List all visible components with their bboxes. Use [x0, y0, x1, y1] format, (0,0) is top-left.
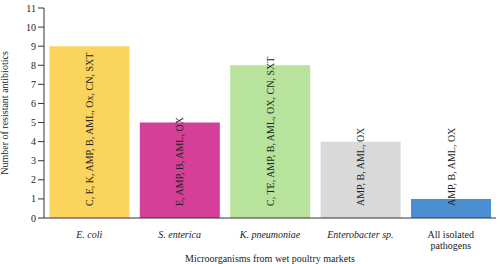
svg-text:6: 6	[31, 98, 36, 109]
svg-text:E, AMP, B, AML, OX: E, AMP, B, AML, OX	[174, 116, 185, 206]
svg-text:C, TE, AMP, B, AML, OX, CN, SX: C, TE, AMP, B, AML, OX, CN, SXT	[265, 57, 276, 206]
svg-text:9: 9	[31, 41, 36, 52]
svg-text:5: 5	[31, 117, 36, 128]
svg-text:Enterobacter sp.: Enterobacter sp.	[326, 229, 393, 240]
svg-text:7: 7	[31, 79, 36, 90]
svg-text:1: 1	[31, 193, 36, 204]
svg-text:S. enterica: S. enterica	[158, 229, 201, 240]
svg-text:2: 2	[31, 174, 36, 185]
svg-text:All isolatedpathogens: All isolatedpathogens	[428, 229, 474, 251]
svg-text:E. coli: E. coli	[75, 229, 102, 240]
svg-text:K. pneumoniae: K. pneumoniae	[239, 229, 301, 240]
svg-text:AMP, B, AML, OX: AMP, B, AML, OX	[355, 127, 366, 206]
svg-text:3: 3	[31, 155, 36, 166]
svg-text:10: 10	[26, 22, 36, 33]
svg-text:AMP, B, AML, OX: AMP, B, AML, OX	[446, 127, 457, 206]
svg-text:0: 0	[31, 213, 36, 224]
svg-text:C, E, K, AMP, B, AML, Ox, CN,: C, E, K, AMP, B, AML, Ox, CN, SXT	[84, 53, 95, 206]
svg-text:Microorganisms from wet poultr: Microorganisms from wet poultry markets	[185, 253, 355, 264]
svg-text:8: 8	[31, 60, 36, 71]
svg-text:4: 4	[31, 136, 36, 147]
svg-text:Number of resistant antibiotic: Number of resistant antibiotics	[8, 51, 10, 175]
svg-text:11: 11	[26, 3, 36, 14]
